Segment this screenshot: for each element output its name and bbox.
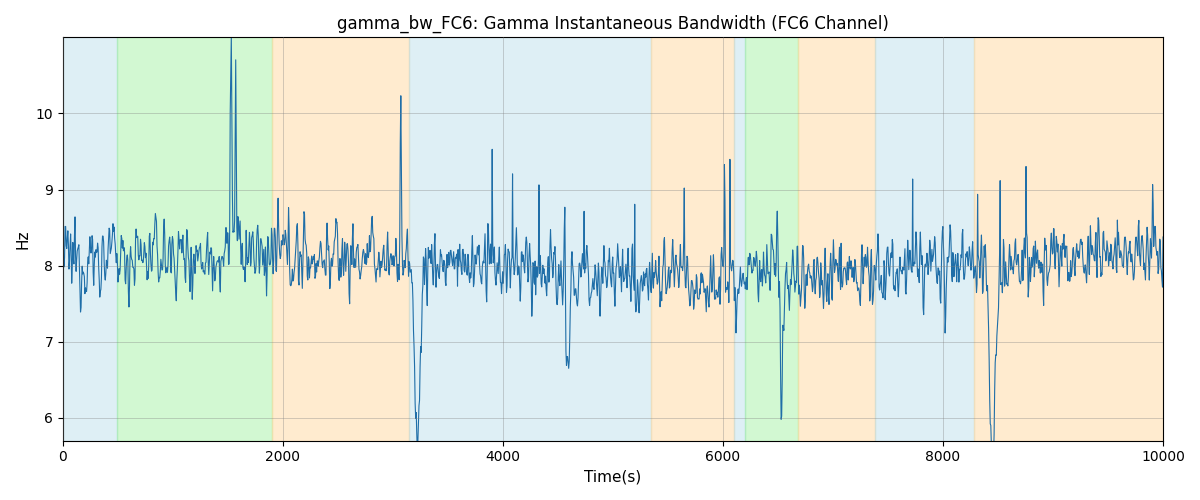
Bar	[409, 38, 652, 440]
Bar	[272, 38, 409, 440]
Bar	[974, 38, 1174, 440]
Bar	[116, 38, 272, 440]
X-axis label: Time(s): Time(s)	[584, 470, 642, 485]
Bar	[652, 38, 734, 440]
Bar	[734, 38, 745, 440]
Title: gamma_bw_FC6: Gamma Instantaneous Bandwidth (FC6 Channel): gamma_bw_FC6: Gamma Instantaneous Bandwi…	[337, 15, 889, 34]
Bar	[745, 38, 798, 440]
Bar	[798, 38, 875, 440]
Y-axis label: Hz: Hz	[16, 230, 30, 249]
Bar	[875, 38, 974, 440]
Bar	[62, 38, 116, 440]
